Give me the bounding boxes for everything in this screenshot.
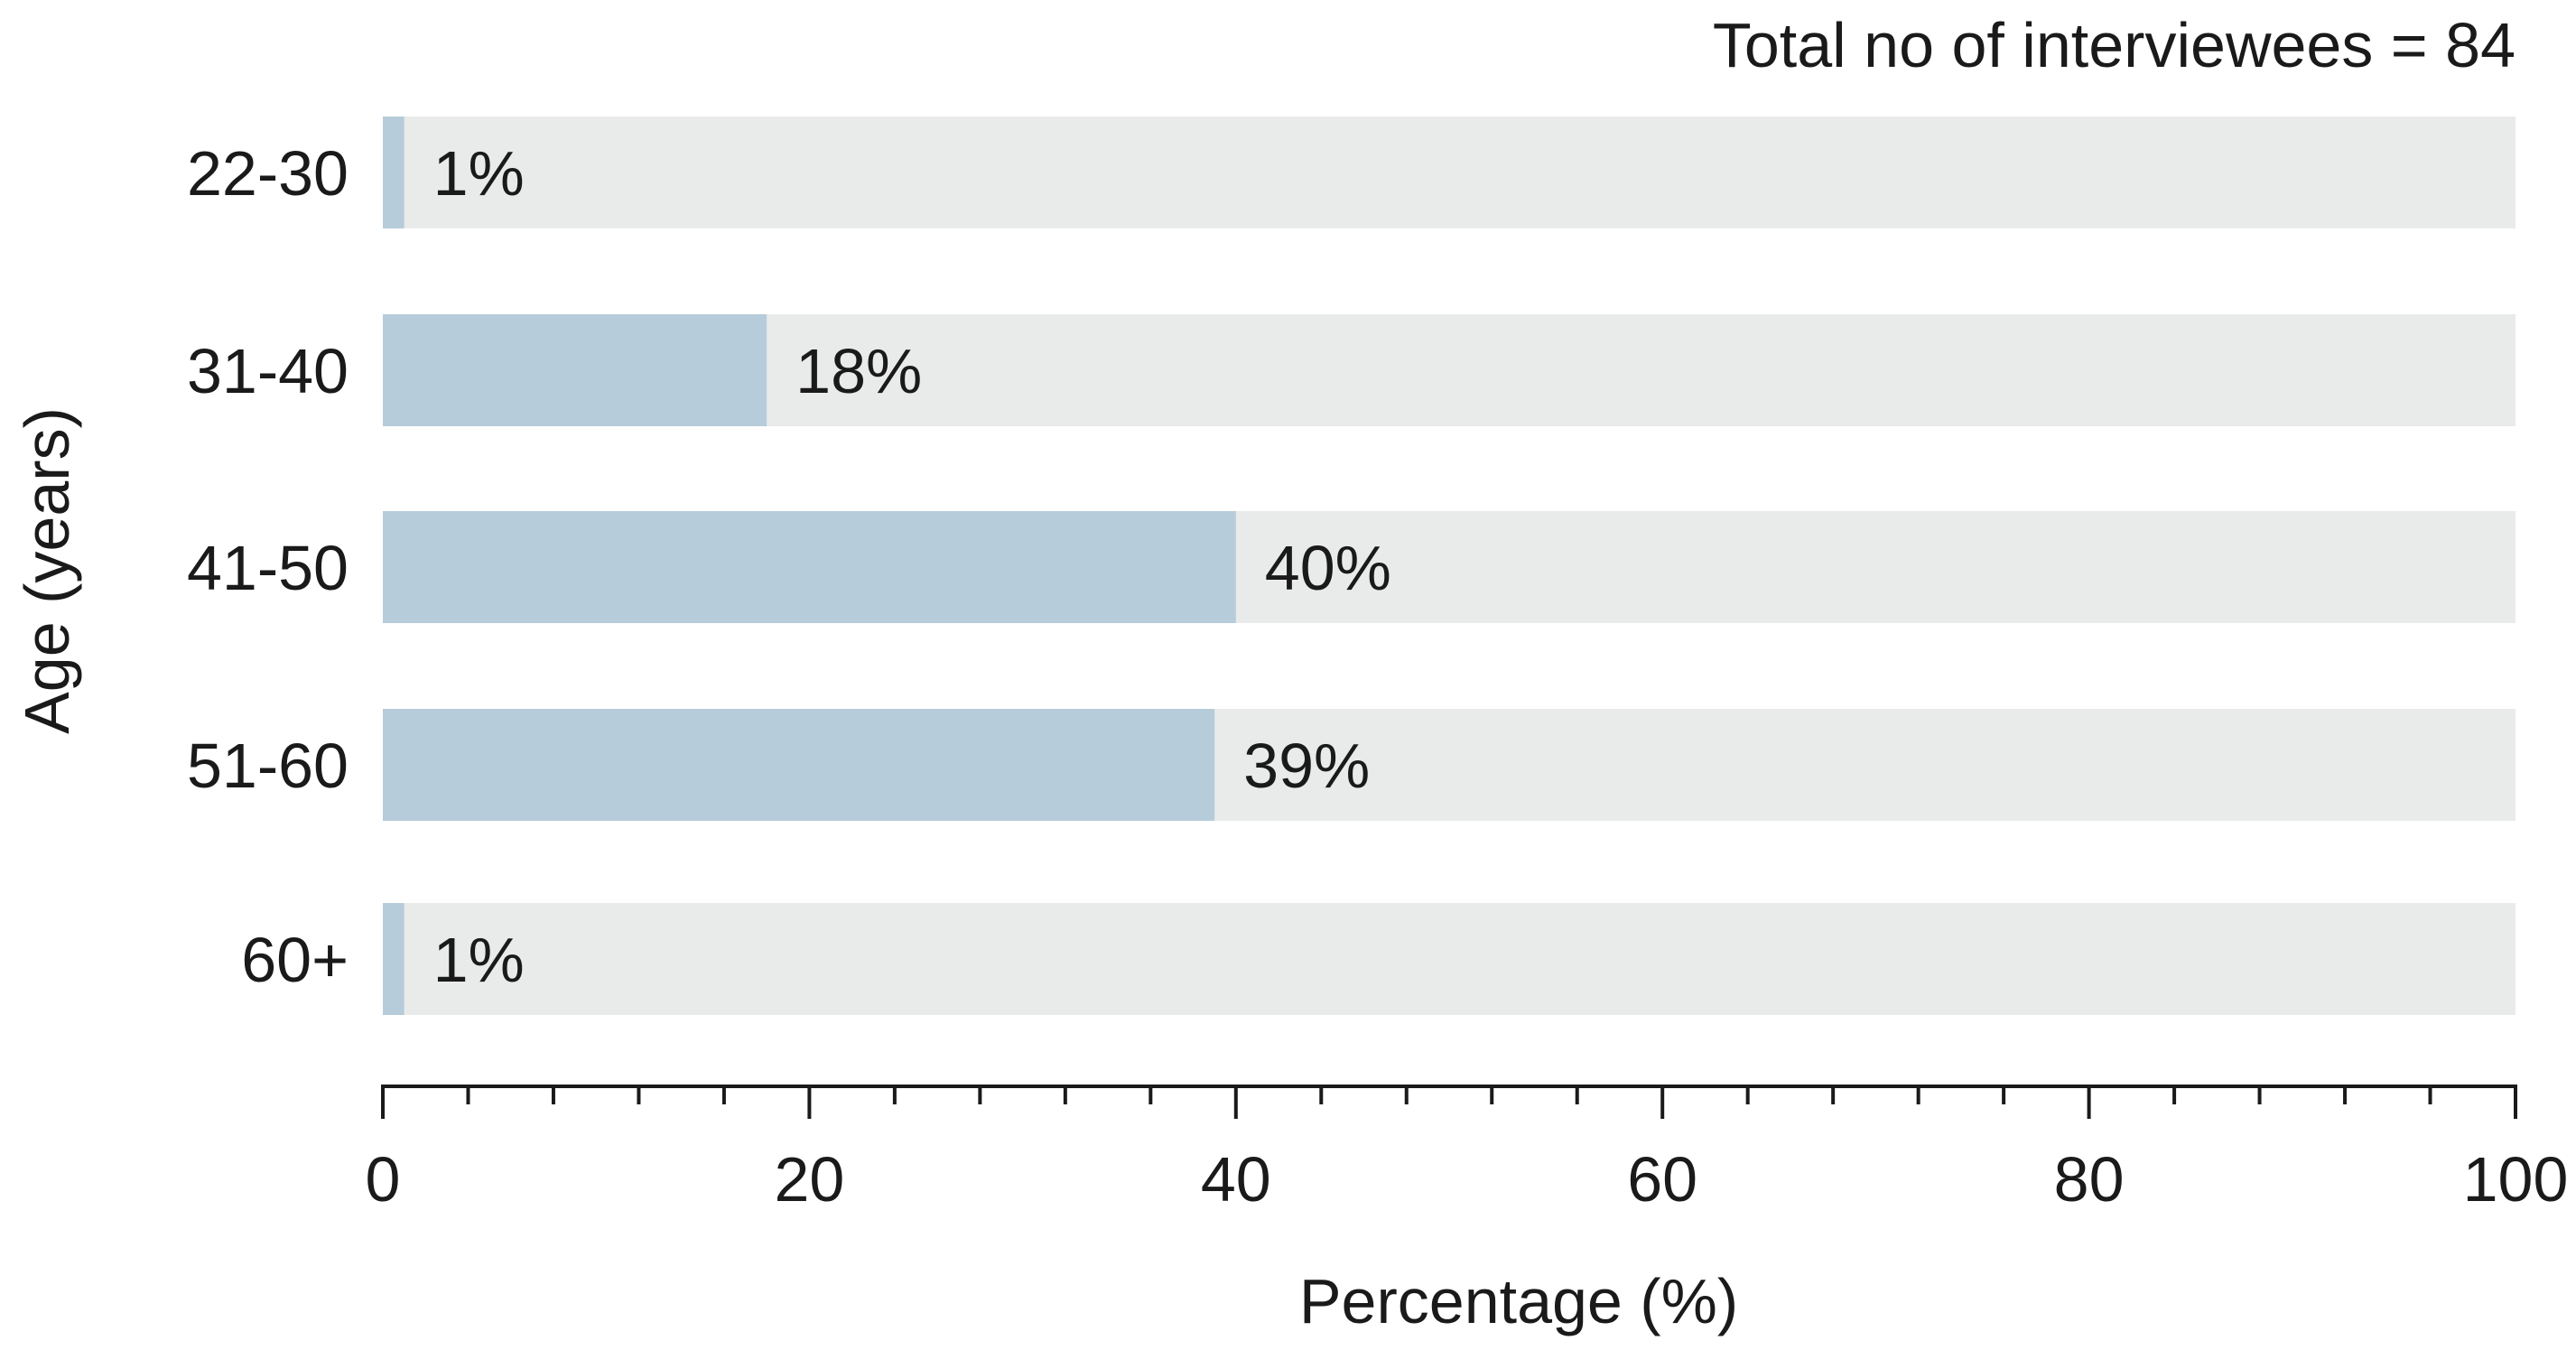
category-label: 60+ bbox=[241, 925, 349, 995]
x-tick-label: 0 bbox=[366, 1144, 401, 1215]
data-label: 40% bbox=[1265, 533, 1391, 603]
bar-51-60 bbox=[383, 709, 1215, 821]
data-label: 18% bbox=[795, 336, 922, 406]
data-label: 1% bbox=[433, 925, 525, 995]
data-label: 1% bbox=[433, 138, 525, 209]
x-tick-labels: 0 20 40 60 80 100 bbox=[366, 1144, 2569, 1215]
bars bbox=[383, 116, 1236, 1015]
bar-track-60+ bbox=[383, 903, 2516, 1015]
x-axis-title: Percentage (%) bbox=[1299, 1266, 1738, 1336]
category-label: 51-60 bbox=[187, 731, 349, 801]
x-tick-label: 20 bbox=[774, 1144, 844, 1215]
x-tick-label: 60 bbox=[1627, 1144, 1697, 1215]
bar-60+ bbox=[383, 903, 405, 1015]
bar-tracks bbox=[383, 116, 2516, 1015]
category-label: 41-50 bbox=[187, 533, 349, 603]
bar-track-22-30 bbox=[383, 116, 2516, 228]
bar-31-40 bbox=[383, 314, 767, 426]
x-ticks bbox=[381, 1086, 2517, 1119]
data-labels: 1% 18% 40% 39% 1% bbox=[433, 138, 1391, 995]
interviewee-total-annotation: Total no of interviewees = 84 bbox=[1713, 10, 2516, 80]
bar-22-30 bbox=[383, 116, 405, 228]
y-axis-title: Age (years) bbox=[12, 407, 82, 734]
x-axis: 0 20 40 60 80 100 bbox=[366, 1085, 2569, 1215]
x-tick-label: 80 bbox=[2054, 1144, 2125, 1215]
category-label: 22-30 bbox=[187, 138, 349, 209]
category-labels: 22-30 31-40 41-50 51-60 60+ bbox=[187, 138, 349, 995]
data-label: 39% bbox=[1243, 731, 1370, 801]
x-tick-label: 40 bbox=[1201, 1144, 1271, 1215]
x-tick-label: 100 bbox=[2463, 1144, 2569, 1215]
bar-41-50 bbox=[383, 511, 1236, 623]
category-label: 31-40 bbox=[187, 336, 349, 406]
